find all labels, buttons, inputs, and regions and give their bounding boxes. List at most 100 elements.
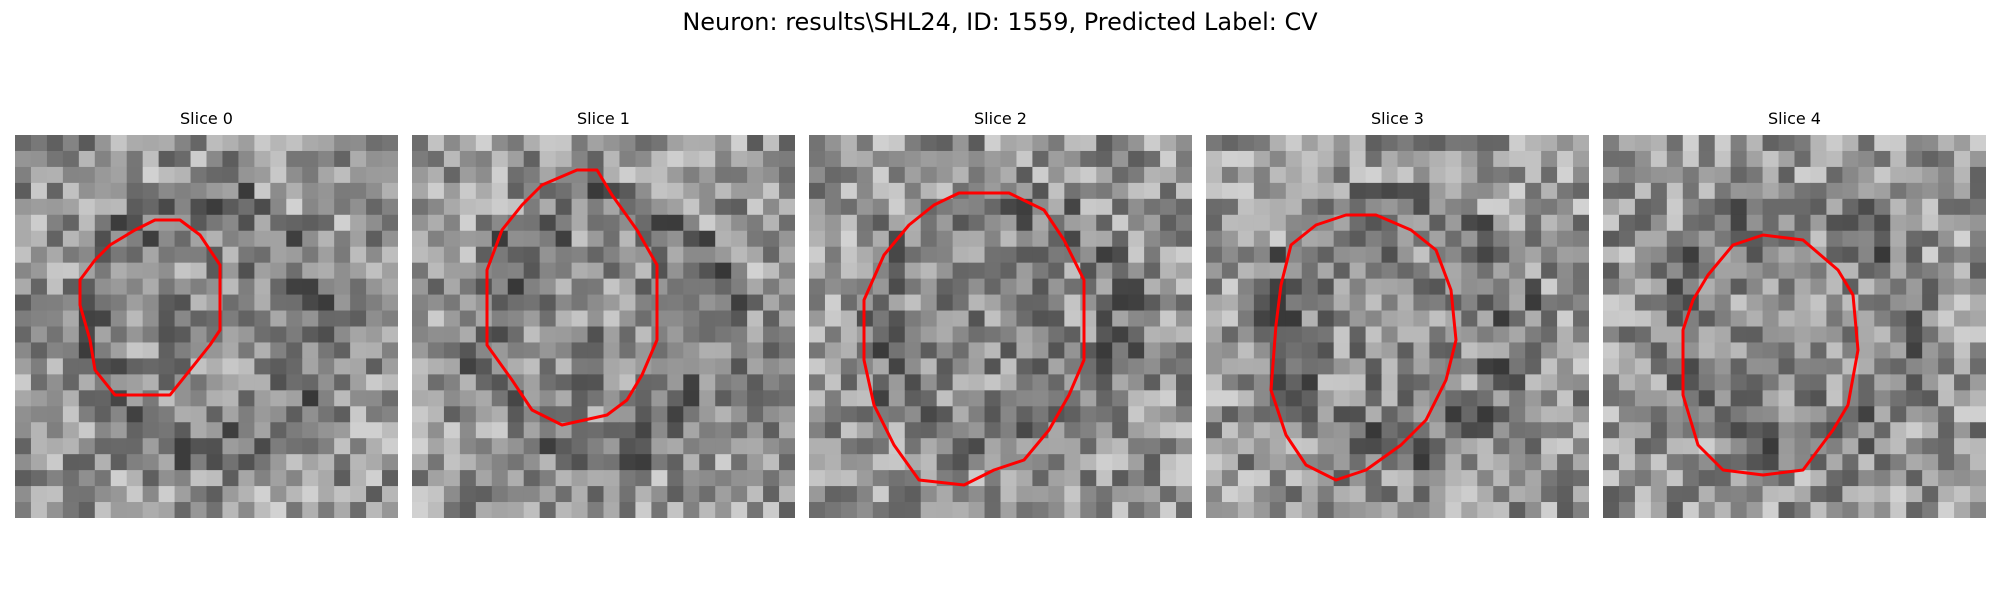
- image-pixel: [1317, 310, 1335, 328]
- image-pixel: [1461, 326, 1478, 344]
- image-pixel: [1858, 310, 1875, 328]
- image-pixel: [1064, 182, 1081, 200]
- image-pixel: [1317, 230, 1335, 248]
- image-pixel: [1397, 246, 1415, 264]
- image-pixel: [1429, 310, 1446, 328]
- image-pixel: [1810, 230, 1828, 248]
- image-pixel: [1842, 438, 1859, 455]
- image-pixel: [1144, 342, 1161, 360]
- image-pixel: [763, 422, 780, 439]
- image-pixel: [1032, 246, 1049, 264]
- image-pixel: [1730, 182, 1748, 200]
- image-pixel: [840, 150, 858, 168]
- image-pixel: [715, 182, 732, 200]
- image-pixel: [1509, 470, 1526, 487]
- image-pixel: [1493, 374, 1510, 391]
- image-pixel: [286, 310, 303, 328]
- image-pixel: [667, 406, 684, 423]
- image-pixel: [62, 166, 80, 184]
- image-pixel: [539, 326, 557, 344]
- image-pixel: [1016, 278, 1034, 296]
- image-pixel: [318, 502, 335, 518]
- image-pixel: [699, 326, 716, 344]
- image-pixel: [1317, 342, 1335, 360]
- image-pixel: [366, 310, 383, 328]
- image-pixel: [1237, 246, 1255, 264]
- image-pixel: [1746, 486, 1764, 503]
- image-pixel: [1429, 294, 1446, 312]
- image-pixel: [731, 358, 748, 375]
- image-pixel: [888, 470, 906, 487]
- image-pixel: [763, 326, 780, 344]
- image-pixel: [856, 454, 874, 471]
- image-pixel: [1144, 294, 1161, 312]
- image-pixel: [888, 390, 906, 407]
- image-pixel: [286, 214, 303, 232]
- image-pixel: [1970, 470, 1986, 487]
- image-pixel: [1618, 135, 1636, 152]
- image-pixel: [1509, 438, 1526, 455]
- image-pixel: [555, 294, 573, 312]
- image-pixel: [475, 374, 493, 391]
- image-pixel: [1445, 182, 1462, 200]
- image-pixel: [1221, 390, 1239, 407]
- image-pixel: [1160, 422, 1177, 439]
- image-pixel: [94, 230, 112, 248]
- image-pixel: [1778, 326, 1796, 344]
- image-pixel: [763, 278, 780, 296]
- image-pixel: [1730, 246, 1748, 264]
- image-pixel: [856, 246, 874, 264]
- image-pixel: [1477, 135, 1494, 152]
- image-pixel: [334, 406, 351, 423]
- image-pixel: [968, 406, 986, 423]
- image-pixel: [302, 294, 319, 312]
- image-pixel: [555, 470, 573, 487]
- image-pixel: [1237, 150, 1255, 168]
- image-pixel: [1874, 262, 1891, 280]
- image-pixel: [747, 150, 764, 168]
- image-pixel: [571, 150, 589, 168]
- image-pixel: [731, 374, 748, 391]
- image-pixel: [1922, 135, 1939, 152]
- image-pixel: [1144, 278, 1161, 296]
- image-pixel: [142, 486, 160, 503]
- image-pixel: [1746, 502, 1764, 518]
- image-pixel: [366, 262, 383, 280]
- image-pixel: [968, 454, 986, 471]
- image-pixel: [1221, 166, 1239, 184]
- image-pixel: [1954, 278, 1971, 296]
- image-pixel: [936, 278, 954, 296]
- image-pixel: [15, 310, 32, 328]
- image-pixel: [1160, 166, 1177, 184]
- image-pixel: [1682, 182, 1700, 200]
- image-pixel: [1730, 486, 1748, 503]
- image-pixel: [763, 342, 780, 360]
- image-pixel: [1557, 422, 1574, 439]
- image-pixel: [1221, 502, 1239, 518]
- image-pixel: [1064, 454, 1081, 471]
- image-pixel: [1858, 150, 1875, 168]
- image-pixel: [683, 214, 700, 232]
- image-pixel: [1794, 342, 1812, 360]
- image-pixel: [1349, 454, 1367, 471]
- image-pixel: [1064, 406, 1081, 423]
- image-pixel: [699, 150, 716, 168]
- image-pixel: [206, 182, 224, 200]
- image-pixel: [1650, 166, 1668, 184]
- image-pixel: [635, 262, 652, 280]
- image-pixel: [1016, 342, 1034, 360]
- image-pixel: [459, 214, 477, 232]
- image-pixel: [15, 470, 32, 487]
- image-pixel: [1810, 214, 1828, 232]
- image-pixel: [459, 246, 477, 264]
- image-pixel: [507, 342, 525, 360]
- image-pixel: [1365, 310, 1383, 328]
- image-pixel: [1634, 150, 1652, 168]
- image-pixel: [1080, 438, 1097, 455]
- image-pixel: [1858, 214, 1875, 232]
- image-pixel: [302, 310, 319, 328]
- image-pixel: [412, 278, 429, 296]
- image-pixel: [619, 454, 637, 471]
- image-pixel: [459, 135, 477, 152]
- image-pixel: [1666, 166, 1684, 184]
